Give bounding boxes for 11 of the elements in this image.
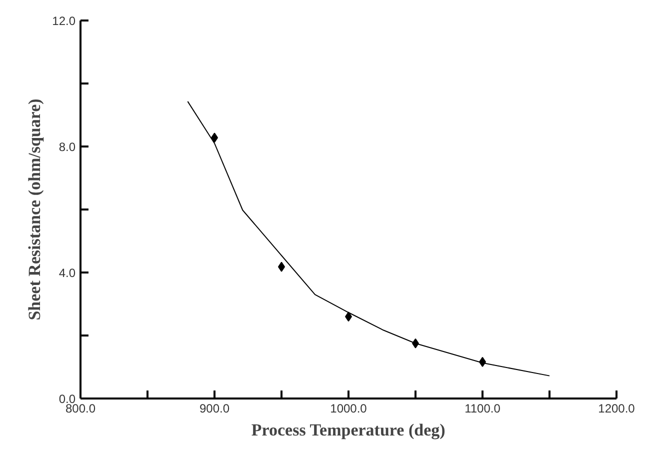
x-axis-title: Process Temperature (deg): [251, 420, 446, 440]
y-axis-title: Sheet Resistance (ohm/square): [25, 98, 44, 320]
line-series: [187, 100, 550, 376]
x-tick-label: 1200.0: [598, 402, 636, 416]
x-tick-label: 900.0: [199, 402, 230, 416]
y-tick-label: 8.0: [58, 140, 76, 154]
x-tick-label: 800.0: [65, 402, 96, 416]
x-tick-label: 1100.0: [464, 402, 501, 416]
y-tick-label: 4.0: [58, 266, 76, 280]
x-tick-label: 1000.0: [330, 402, 368, 416]
y-tick-label: 12.0: [52, 14, 76, 28]
